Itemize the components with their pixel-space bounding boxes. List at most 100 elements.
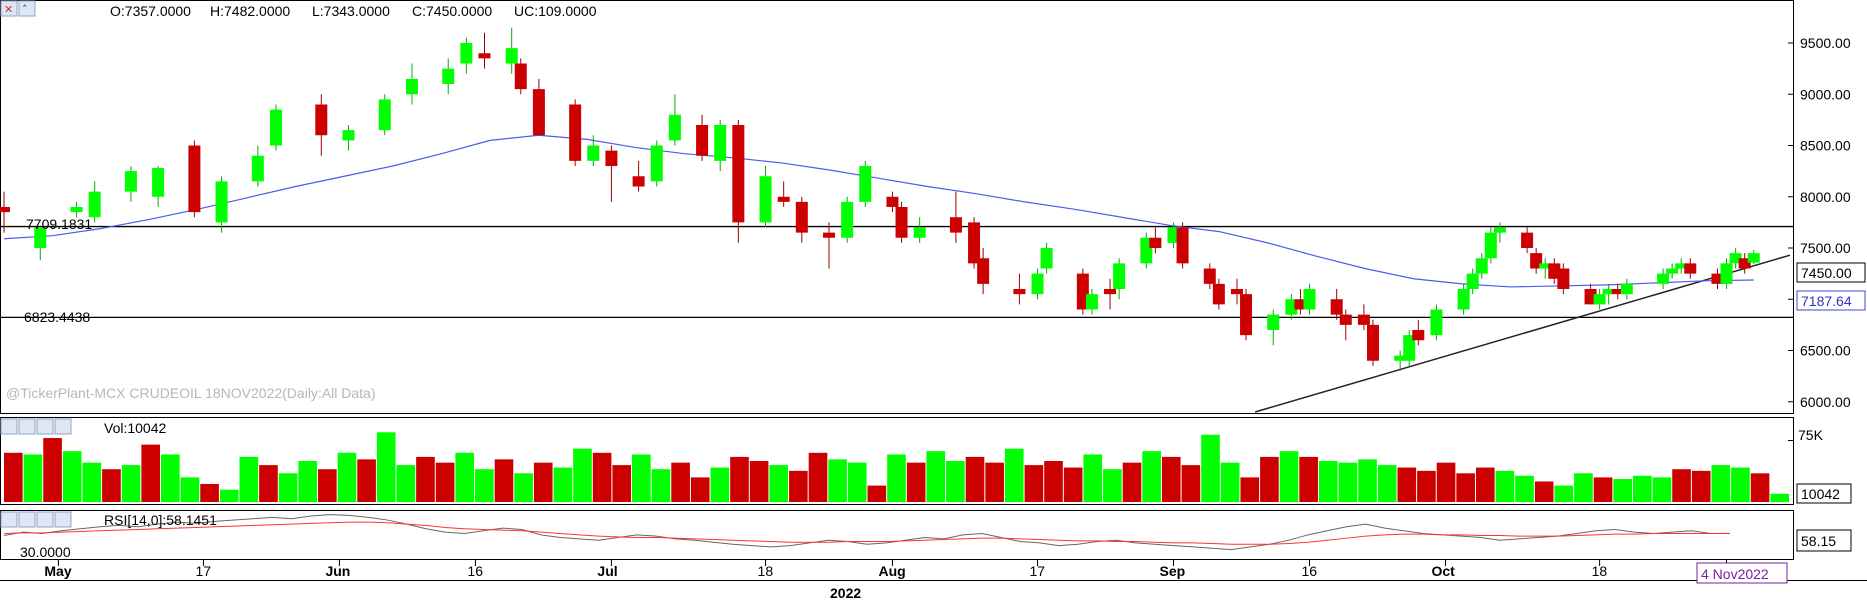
candle [1602, 283, 1615, 305]
candle-body [696, 125, 709, 156]
volume-bar [985, 462, 1004, 502]
candle-body [1657, 273, 1670, 284]
candle [823, 222, 836, 269]
candle-body [777, 196, 790, 202]
volume-bar [23, 454, 43, 502]
candle-body [569, 104, 582, 161]
candle [1230, 278, 1243, 305]
rsi-level-label: 30.0000 [20, 544, 71, 560]
time-axis-tick-label: 16 [467, 563, 483, 579]
time-axis-tick-label: Aug [878, 563, 905, 579]
candle [1620, 278, 1633, 300]
candle-body [505, 48, 518, 64]
volume-bar [710, 467, 730, 502]
remove-icon[interactable] [36, 511, 54, 528]
volume-bar [102, 469, 121, 502]
candle-body [1330, 299, 1343, 315]
candle [1212, 278, 1225, 310]
candle [1031, 268, 1044, 300]
collapse-icon[interactable] [18, 0, 36, 17]
candle [1330, 289, 1343, 320]
volume-bar [533, 462, 553, 502]
candle [1530, 248, 1543, 274]
candle-body [1149, 237, 1162, 248]
candle-body [405, 78, 418, 95]
candle [714, 119, 727, 172]
ohlc-low: L:7343.0000 [312, 3, 390, 19]
volume-bar [180, 477, 200, 502]
candle [968, 217, 981, 269]
close-icon[interactable] [0, 0, 18, 17]
candle [759, 166, 772, 228]
volume-bar [514, 473, 533, 502]
candle [1104, 278, 1117, 310]
candle-body [1557, 268, 1570, 289]
candle [1013, 273, 1026, 305]
volume-bar [553, 467, 573, 502]
close-icon[interactable] [0, 511, 18, 528]
ohlc-uc: UC:109.0000 [514, 3, 597, 19]
candle-body [532, 89, 545, 136]
candle [1040, 242, 1053, 274]
rsi-badge-box [1796, 529, 1852, 552]
candle [1493, 222, 1506, 243]
candle [668, 94, 681, 146]
candle-body [1031, 273, 1044, 295]
candle-body [1176, 227, 1189, 264]
candle-body [1738, 258, 1751, 269]
candle [1729, 248, 1742, 269]
volume-bar [239, 456, 259, 502]
volume-bar [573, 448, 592, 502]
volume-bar [1397, 467, 1417, 502]
volume-bar [161, 454, 180, 502]
candle-body [1720, 263, 1733, 284]
volume-bar [376, 432, 396, 502]
volume-bar [298, 461, 318, 502]
close-icon[interactable] [0, 418, 18, 435]
candle-body [1711, 273, 1724, 284]
candle [1203, 263, 1216, 289]
window-icon[interactable] [54, 418, 72, 435]
candle [1430, 304, 1443, 341]
price-y-tick-label: 8500.00 [1800, 138, 1851, 154]
candle [605, 145, 618, 202]
candle [442, 58, 455, 95]
candle-body [732, 125, 745, 223]
collapse-icon[interactable] [18, 418, 36, 435]
volume-label: Vol:10042 [104, 420, 166, 436]
candle [1711, 268, 1724, 289]
candle [1267, 309, 1280, 346]
candle [859, 160, 872, 207]
window-icon[interactable] [54, 511, 72, 528]
volume-bar [632, 454, 651, 502]
time-axis-tick-label: 16 [1302, 563, 1318, 579]
candle-body [1040, 248, 1053, 269]
last-price-badge: 7450.00 [1801, 265, 1852, 281]
volume-bar [1691, 470, 1711, 502]
volume-bar [1417, 470, 1436, 502]
year-label: 2022 [830, 585, 861, 601]
price-y-tick-label: 6500.00 [1800, 343, 1851, 359]
remove-icon[interactable] [36, 418, 54, 435]
candle-body [1684, 263, 1697, 274]
candle-body [1339, 314, 1352, 325]
candle-body [714, 125, 727, 161]
volume-bar [926, 451, 946, 502]
time-axis-tick-label: Jun [325, 563, 350, 579]
lower-line-label: 6823.4438 [24, 309, 90, 325]
candle [587, 135, 600, 166]
volume-bar [1279, 451, 1299, 502]
volume-bar [337, 452, 357, 502]
candle [1394, 350, 1407, 371]
candle-body [949, 217, 962, 233]
collapse-icon[interactable] [18, 511, 36, 528]
candle-body [841, 201, 854, 238]
volume-bar [1731, 467, 1750, 502]
candle-body [124, 171, 137, 192]
volume-bar [730, 456, 749, 502]
candle [1475, 253, 1488, 279]
candle-body [1140, 237, 1153, 264]
candle [1303, 283, 1316, 315]
volume-bar [1475, 467, 1495, 502]
